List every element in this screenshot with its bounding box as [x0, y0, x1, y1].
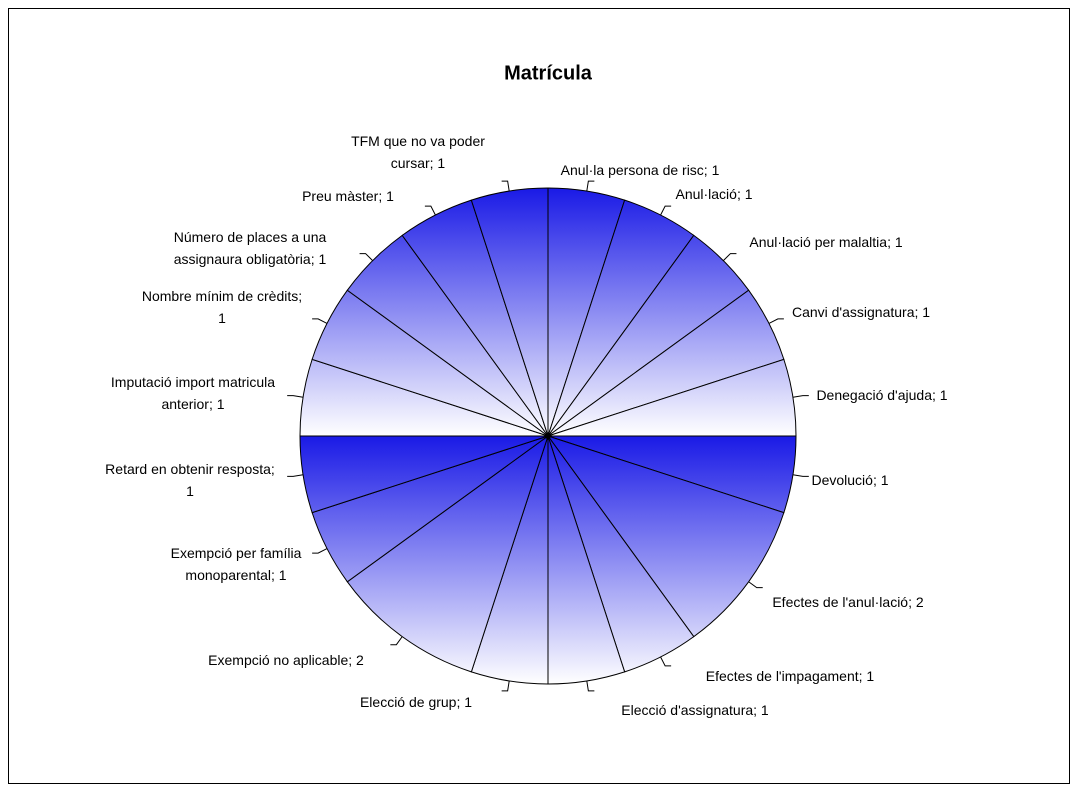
leader-line	[287, 395, 304, 398]
pie-slice	[470, 187, 549, 437]
leader-line	[586, 180, 595, 192]
leader-line	[792, 474, 809, 477]
leader-line	[287, 474, 304, 477]
slice-label: Efectes de l'anul·lació; 2	[772, 594, 924, 610]
slice-label: Imputació import matricula anterior; 1	[110, 374, 276, 412]
leader-line	[312, 318, 328, 324]
slice-label: Elecció de grup; 1	[359, 694, 473, 710]
pie-slice	[546, 435, 785, 638]
slice-label: Exempció per família monoparental; 1	[170, 545, 302, 583]
leader-line	[312, 548, 328, 554]
leader-line	[660, 656, 672, 667]
slice-label: Número de places a una assignaura obliga…	[173, 229, 327, 267]
chart-title: Matrícula	[504, 62, 592, 85]
slice-label: Preu màster; 1	[302, 188, 394, 204]
slice-label: Canvi d'assignatura; 1	[791, 304, 931, 320]
leader-line	[723, 253, 737, 261]
slice-label: Elecció d'assignatura; 1	[621, 702, 769, 718]
pie-center	[545, 433, 551, 439]
leader-line	[660, 205, 672, 216]
slice-label: Exempció no aplicable; 2	[208, 652, 364, 668]
leader-line	[768, 318, 784, 324]
slice-label: Denegació d'ajuda; 1	[816, 387, 948, 403]
slice-label: Anul·la persona de risc; 1	[560, 162, 720, 178]
leader-line	[501, 680, 510, 692]
leader-line	[424, 205, 436, 216]
slice-label: Anul·lació; 1	[675, 186, 753, 202]
leader-line	[359, 253, 373, 261]
slice-label: Retard en obtenir resposta; 1	[105, 461, 275, 499]
slice-label: TFM que no va poder cursar; 1	[351, 133, 485, 171]
slice-label: Anul·lació per malaltia; 1	[749, 234, 903, 250]
slice-label: Efectes de l'impagament; 1	[705, 668, 875, 684]
leader-line	[792, 395, 809, 398]
leader-line	[748, 581, 763, 589]
slice-label: Nombre mínim de crèdits; 1	[141, 288, 303, 326]
leader-line	[501, 180, 510, 192]
leader-line	[390, 636, 403, 646]
leader-line	[586, 680, 595, 692]
slice-label: Devolució; 1	[811, 472, 889, 488]
pie-slice	[346, 434, 549, 673]
